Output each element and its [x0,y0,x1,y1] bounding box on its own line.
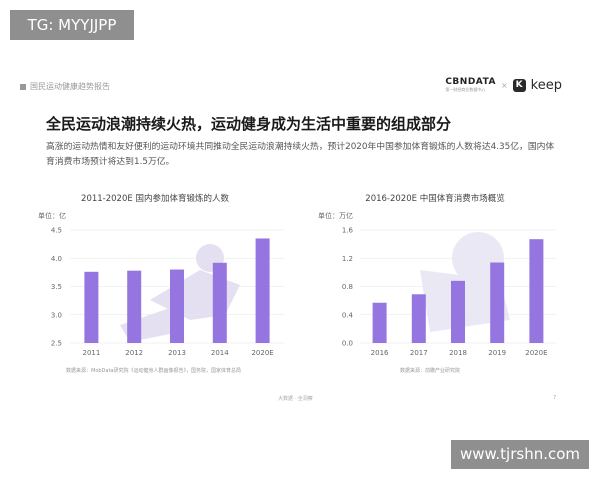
bar [170,269,184,343]
y-tick-label: 0.0 [342,340,353,348]
y-tick-label: 3.5 [51,283,62,291]
x-tick-label: 2017 [410,349,428,357]
bar [212,262,227,343]
brand-separator: × [500,81,508,90]
y-tick-label: 0.4 [342,311,354,319]
bar [255,238,270,343]
slide-footer: 大数据 · 全洞察 [278,396,313,402]
x-tick-label: 2014 [211,349,229,357]
y-tick-label: 1.6 [342,227,354,235]
bar [529,239,544,343]
y-tick-label: 4.0 [51,255,62,263]
bar [372,302,387,343]
keep-logo-text: keep [530,78,562,93]
chart-title-consumption: 2016-2020E 中国体育消费市场概览 [365,194,505,204]
y-tick-label: 3.0 [51,311,62,319]
charts-canvas: 单位：亿 2.5 3.0 3.5 4.0 4.5 2011 2012 2013 2014 2020E… [38,211,556,357]
x-tick-label: 2013 [168,349,186,357]
y-unit-label: 单位：亿 [38,211,66,220]
keep-logo-icon: K [512,79,526,92]
chart-title-participants: 2011-2020E 国内参加体育锻炼的人数 [81,194,229,204]
y-tick-label: 4.5 [51,227,62,235]
slide-headline: 全民运动浪潮持续火热，运动健身成为生活中重要的组成部分 [46,115,452,133]
source-note-left: 数据来源：MobData研究院《运动健身人群画像报告》，国务院，国家体育总局 [66,368,241,374]
y-tick-label: 0.8 [342,283,353,291]
x-tick-label: 2020E [251,349,273,357]
x-tick-label: 2011 [82,349,100,357]
bar [127,270,142,343]
report-label: 国民运动健康趋势报告 [20,81,110,92]
x-tick-label: 2012 [125,349,143,357]
intro-paragraph: 高涨的运动热情和友好便利的运动环境共同推动全民运动浪潮持续火热，预计2020年中… [46,142,555,167]
x-tick-label: 2019 [488,349,506,357]
square-icon [20,83,26,90]
y-tick-label: 2.5 [51,340,62,348]
cbndata-logo: CBNDATA 第一财经商业数据中心 [445,78,496,93]
tag-badge: TG: MYYJJPP [10,10,134,40]
participants-bar-chart: 单位：亿 2.5 3.0 3.5 4.0 4.5 2011 2012 2013 2014 2020E [38,211,284,357]
report-slide: 国民运动健康趋势报告 CBNDATA 第一财经商业数据中心 × K keep 全… [0,70,600,410]
bar [451,280,465,343]
bar [490,262,505,343]
report-label-text: 国民运动健康趋势报告 [30,82,110,91]
brand-logos: CBNDATA 第一财经商业数据中心 × K keep [445,78,562,94]
y-unit-label: 单位：万亿 [318,211,353,220]
cbndata-logo-text: CBNDATA [445,77,496,87]
watermark: www.tjrshn.com [451,440,589,469]
cbndata-logo-subtext: 第一财经商业数据中心 [445,87,486,92]
consumption-bar-chart: 单位：万亿 0.0 0.4 0.8 1.2 1.6 2016 2017 2018 2019 2020… [318,211,556,357]
x-tick-label: 2016 [371,349,389,357]
bar [411,294,426,343]
x-tick-label: 2018 [449,349,467,357]
y-tick-label: 1.2 [342,255,353,263]
x-tick-label: 2020E [525,349,547,357]
page-number: 7 [553,395,557,401]
source-note-right: 数据来源：前瞻产业研究院 [400,368,461,374]
bar [84,271,99,343]
